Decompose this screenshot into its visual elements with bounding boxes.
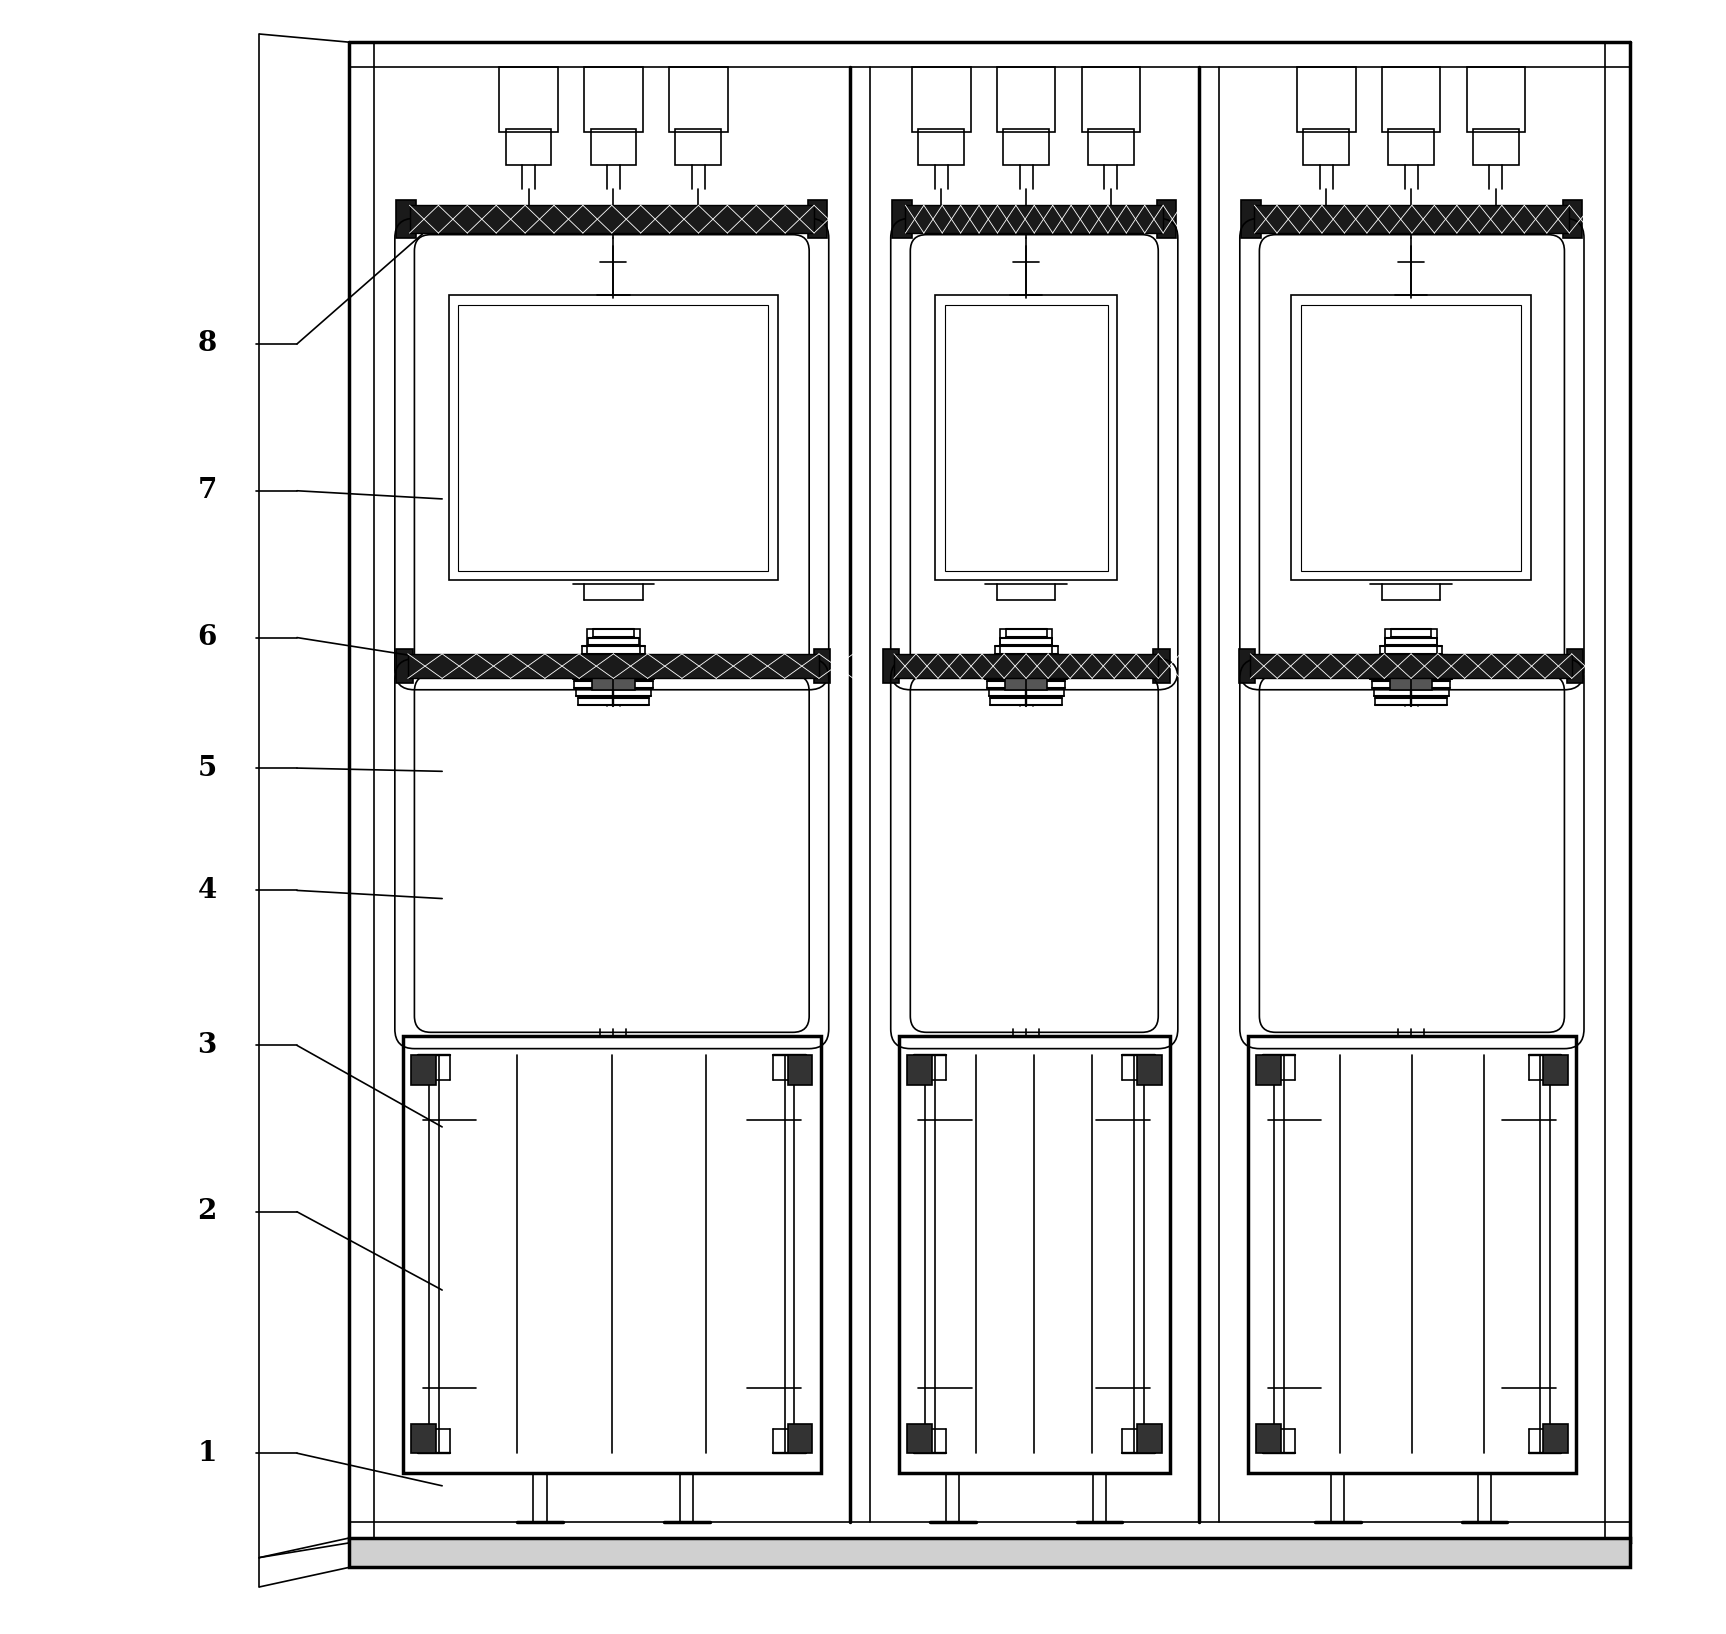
Bar	[1257, 1056, 1281, 1085]
Bar	[1239, 649, 1255, 683]
Bar	[882, 649, 899, 683]
Bar	[1241, 201, 1262, 239]
Bar	[1153, 649, 1170, 683]
Bar	[407, 654, 818, 678]
Bar	[1472, 129, 1519, 165]
Bar	[944, 306, 1108, 570]
Bar	[397, 649, 413, 683]
Bar	[789, 1056, 813, 1085]
Bar	[1467, 67, 1526, 132]
Bar	[1255, 206, 1569, 234]
Text: 8: 8	[197, 330, 217, 358]
Bar	[1248, 1036, 1576, 1472]
Bar	[675, 129, 721, 165]
Bar	[506, 129, 551, 165]
Text: 4: 4	[197, 877, 217, 904]
Bar	[590, 129, 637, 165]
Bar	[906, 206, 1163, 234]
Text: 6: 6	[197, 624, 217, 650]
Bar	[411, 1423, 435, 1453]
Bar	[397, 201, 416, 239]
Bar	[908, 1423, 932, 1453]
Bar	[1082, 67, 1141, 132]
Bar	[1303, 129, 1350, 165]
Bar	[789, 1423, 813, 1453]
Bar	[1389, 667, 1433, 690]
Text: 1: 1	[197, 1440, 217, 1467]
Bar	[918, 129, 965, 165]
Bar	[1087, 129, 1134, 165]
Bar	[1137, 1423, 1162, 1453]
Text: 3: 3	[197, 1033, 217, 1059]
Bar	[583, 67, 642, 132]
Bar	[1003, 129, 1049, 165]
Bar	[1567, 649, 1583, 683]
Bar	[670, 67, 728, 132]
Bar	[892, 201, 911, 239]
Bar	[999, 629, 1053, 670]
Bar	[1301, 306, 1521, 570]
Bar	[1543, 1423, 1567, 1453]
Bar	[409, 206, 815, 234]
Bar	[459, 306, 768, 570]
Bar	[1291, 296, 1531, 580]
Bar	[411, 1056, 435, 1085]
Bar	[996, 67, 1056, 132]
Bar	[1257, 1423, 1281, 1453]
Bar	[899, 1036, 1170, 1472]
Bar	[402, 1036, 820, 1472]
Bar	[449, 296, 778, 580]
Text: 5: 5	[197, 755, 217, 781]
Bar	[1137, 1056, 1162, 1085]
Bar	[1156, 201, 1175, 239]
Bar	[587, 629, 640, 670]
Bar	[1005, 667, 1048, 690]
Bar	[1250, 654, 1572, 678]
Bar	[1388, 129, 1434, 165]
Bar	[1543, 1056, 1567, 1085]
Bar	[1384, 629, 1438, 670]
Bar	[908, 1056, 932, 1085]
Bar	[1383, 67, 1441, 132]
Bar	[894, 654, 1158, 678]
Bar	[911, 67, 970, 132]
Bar	[1296, 67, 1355, 132]
Text: 7: 7	[197, 477, 217, 505]
Bar	[808, 201, 827, 239]
Bar	[1562, 201, 1583, 239]
Bar	[935, 296, 1117, 580]
Bar	[349, 1538, 1629, 1567]
Text: 2: 2	[197, 1198, 217, 1226]
Bar	[592, 667, 635, 690]
Bar	[815, 649, 830, 683]
Bar	[499, 67, 557, 132]
